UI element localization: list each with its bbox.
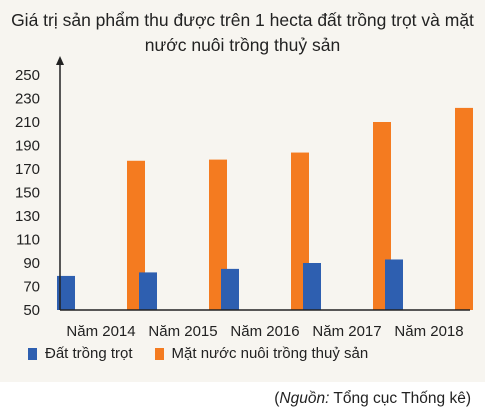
y-tick-label: 250 — [15, 67, 40, 84]
y-tick-label: 130 — [15, 208, 40, 225]
y-tick-label: 190 — [15, 138, 40, 155]
bar-dat-trong-trot — [57, 275, 75, 310]
legend: Đất trồng trọt Mặt nước nuôi trồng thuỷ … — [28, 345, 390, 362]
bar-dat-trong-trot — [139, 272, 157, 310]
x-tick-label: Năm 2017 — [312, 323, 381, 340]
y-tick-label: 210 — [15, 114, 40, 131]
source-label: Nguồn: — [279, 390, 330, 407]
bar-dat-trong-trot — [221, 268, 239, 310]
legend-swatch-mat-nuoc — [154, 347, 164, 360]
y-tick-label: 70 — [23, 279, 40, 296]
x-axis-labels: Năm 2014 Năm 2015 Năm 2016 Năm 2017 Năm 2018 — [66, 323, 463, 340]
legend-item-dat-trong-trot: Đất trồng trọt — [28, 345, 133, 362]
x-tick-label: Năm 2018 — [394, 323, 463, 340]
x-tick-label: Năm 2015 — [148, 323, 217, 340]
x-tick-label: Năm 2014 — [66, 323, 135, 340]
y-tick-label: 170 — [15, 161, 40, 178]
y-axis-ticks: 50 70 90 110 130 150 170 190 210 230 250 — [15, 67, 40, 319]
y-tick-label: 230 — [15, 91, 40, 108]
legend-item-mat-nuoc: Mặt nước nuôi trồng thuỷ sản — [154, 345, 369, 362]
y-tick-label: 90 — [23, 255, 40, 272]
y-tick-label: 50 — [23, 302, 40, 319]
x-tick-label: Năm 2016 — [230, 323, 299, 340]
y-tick-label: 110 — [16, 232, 40, 249]
legend-swatch-dat-trong-trot — [28, 347, 37, 360]
bar-dat-trong-trot — [385, 259, 403, 310]
source-text: Tổng cục Thống kê — [329, 390, 466, 407]
y-axis-arrow — [56, 56, 64, 65]
y-tick-label: 150 — [15, 185, 40, 202]
legend-label-mat-nuoc: Mặt nước nuôi trồng thuỷ sản — [171, 345, 369, 362]
chart-panel — [0, 0, 485, 382]
bars — [57, 107, 473, 311]
chart-title: Giá trị sản phẩm thu được trên 1 hecta đ… — [11, 10, 474, 55]
bar-mat-nuoc — [455, 107, 473, 311]
source-note: (Nguồn: Tổng cục Thống kê) — [274, 390, 471, 407]
legend-label-dat-trong-trot: Đất trồng trọt — [45, 345, 133, 362]
bar-dat-trong-trot — [303, 263, 321, 310]
